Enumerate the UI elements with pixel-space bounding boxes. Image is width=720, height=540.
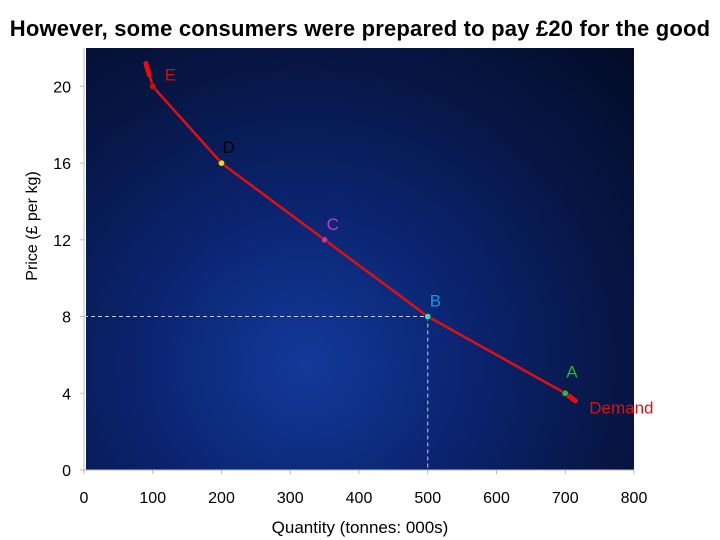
point-label-a: A xyxy=(566,362,578,381)
y-axis-label: Price (£ per kg) xyxy=(24,171,41,280)
point-label-c: C xyxy=(327,215,339,234)
y-tick-label: 20 xyxy=(53,79,71,96)
demand-curve-end-top xyxy=(143,60,152,78)
point-label-e: E xyxy=(165,65,176,84)
y-tick-label: 0 xyxy=(62,463,71,480)
point-label-b: B xyxy=(430,292,441,311)
point-label-d: D xyxy=(223,138,235,157)
x-tick-label: 200 xyxy=(208,490,235,507)
x-axis-label: Quantity (tonnes: 000s) xyxy=(272,518,449,537)
y-tick-label: 12 xyxy=(53,233,71,250)
point-c xyxy=(321,236,329,244)
y-tick-label: 4 xyxy=(62,386,71,403)
x-tick-label: 700 xyxy=(552,490,579,507)
plot-area xyxy=(86,48,634,470)
demand-curve-end-bottom xyxy=(565,393,579,404)
x-tick-label: 800 xyxy=(621,490,648,507)
point-b xyxy=(424,313,432,321)
point-e xyxy=(149,82,157,90)
x-tick-label: 600 xyxy=(483,490,510,507)
x-tick-label: 500 xyxy=(414,490,441,507)
chart-title: However, some consumers were prepared to… xyxy=(9,16,711,41)
demand-curve xyxy=(144,62,577,403)
demand-curve-label: Demand xyxy=(589,398,653,417)
x-tick-label: 400 xyxy=(346,490,373,507)
point-a xyxy=(561,389,569,397)
x-tick-label: 300 xyxy=(277,490,304,507)
x-tick-label: 100 xyxy=(139,490,166,507)
y-tick-label: 8 xyxy=(62,310,71,327)
y-tick-label: 16 xyxy=(53,156,71,173)
point-d xyxy=(218,159,226,167)
x-tick-label: 0 xyxy=(80,490,89,507)
